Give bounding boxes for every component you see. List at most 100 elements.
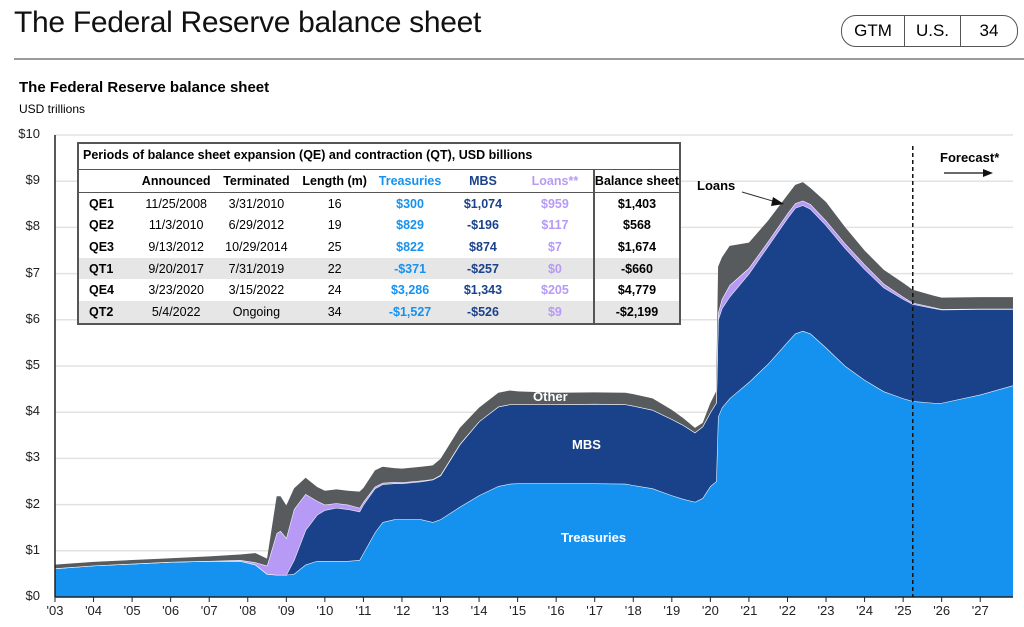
y-tick-label: $9 — [25, 172, 40, 188]
cell-announced: 5/4/2022 — [137, 300, 215, 323]
cell-balance-sheet: $1,674 — [592, 236, 679, 258]
forecast-arrow-head-icon — [983, 169, 993, 177]
cell-length: 16 — [327, 196, 342, 211]
badge-gtm: GTM — [842, 16, 905, 46]
cell-loans: $9 — [516, 300, 594, 323]
cell-balance-sheet: $568 — [592, 214, 679, 237]
col-header-length: Length (m) — [298, 170, 372, 193]
x-tick-label: '16 — [547, 603, 565, 618]
row-label: QT1 — [79, 257, 138, 280]
cell-treasuries: $822 — [396, 239, 424, 254]
cell-announced: 11/25/2008 — [145, 196, 207, 211]
col-header-terminated: Terminated — [214, 170, 299, 193]
x-tick-label: '11 — [355, 603, 372, 618]
cell-mbs: $874 — [469, 239, 497, 254]
area-treasuries — [55, 330, 1013, 597]
y-tick-label: $5 — [25, 357, 40, 372]
page-title: The Federal Reserve balance sheet — [14, 6, 482, 39]
axes — [54, 135, 1013, 602]
y-tick-label: $1 — [25, 541, 40, 557]
cell-balance-sheet: $1,403 — [592, 192, 679, 215]
cell-balance-sheet: -$2,199 — [592, 300, 679, 323]
cell-loans: $7 — [547, 239, 562, 254]
cell-loans: $205 — [541, 283, 569, 298]
page-badge: GTM U.S. 34 — [841, 15, 1018, 47]
y-tick-label: $6 — [25, 310, 40, 326]
table-row: QE4 3/23/2020 3/15/2022 24 $3,286 $1,343 $205 $… — [79, 279, 679, 301]
table-caption: Periods of balance sheet expansion (QE) … — [79, 144, 679, 170]
cell-loans: $959 — [541, 196, 569, 211]
x-tick-label: '20 — [701, 603, 719, 618]
cell-loans: $117 — [541, 218, 569, 233]
table-header-row: Announced Terminated Length (m) Treasuri… — [79, 170, 679, 193]
annotation-other: Other — [533, 389, 568, 404]
col-header-mbs: MBS — [449, 170, 517, 193]
x-tick-label: '23 — [817, 603, 835, 618]
table-row: QE1 11/25/2008 3/31/2010 16 $300 $1,074 $959 $1… — [79, 192, 679, 215]
chart-title: The Federal Reserve balance sheet — [19, 79, 270, 96]
cell-balance-sheet: $4,779 — [592, 279, 679, 301]
qe-qt-table: Periods of balance sheet expansion (QE) … — [77, 142, 681, 325]
x-tick-label: '07 — [200, 603, 218, 618]
x-tick-label: '04 — [85, 603, 103, 618]
badge-page-number: 34 — [979, 21, 999, 40]
cell-treasuries: $3,286 — [390, 283, 430, 298]
x-tick-label: '13 — [432, 603, 449, 618]
table-row: QT1 9/20/2017 7/31/2019 22 -$371 -$257 $0 -$660 — [79, 257, 679, 280]
annotation-mbs: MBS — [572, 437, 601, 452]
x-tick-label: '25 — [894, 603, 912, 618]
x-tick-label: '19 — [663, 603, 681, 618]
x-tick-label: '03 — [46, 603, 64, 618]
cell-terminated: Ongoing — [214, 300, 299, 323]
cell-announced: 3/23/2020 — [148, 283, 204, 298]
cell-terminated: 10/29/2014 — [225, 239, 288, 254]
y-tick-label: $3 — [25, 449, 40, 465]
cell-loans: $0 — [516, 257, 594, 280]
cell-treasuries: $829 — [396, 218, 424, 233]
y-tick-label: $4 — [25, 403, 40, 419]
cell-announced: 9/20/2017 — [137, 257, 215, 280]
area-mbs — [55, 205, 1013, 575]
x-tick-label: '05 — [123, 603, 141, 618]
x-tick-label: '09 — [277, 603, 295, 618]
annotation-treasuries: Treasuries — [561, 530, 627, 545]
cell-terminated: 3/15/2022 — [228, 283, 285, 298]
loans-pointer-arrow-icon — [771, 197, 784, 206]
col-header-announced: Announced — [137, 170, 215, 193]
cell-mbs: -$526 — [449, 300, 517, 323]
x-tick-label: '18 — [624, 603, 642, 618]
cell-mbs: -$257 — [449, 257, 517, 280]
x-tick-label: '06 — [162, 603, 180, 618]
col-header-loans: Loans** — [516, 170, 594, 193]
cell-terminated: 6/29/2012 — [228, 218, 285, 233]
cell-terminated: 3/31/2010 — [228, 196, 285, 211]
cell-length: 34 — [298, 300, 372, 323]
cell-announced: 11/3/2010 — [148, 218, 204, 233]
annotation-forecast: Forecast* — [940, 150, 1000, 165]
x-tick-label: '08 — [239, 603, 257, 618]
row-label: QE1 — [89, 196, 115, 211]
row-label: QE2 — [89, 218, 115, 233]
cell-mbs: $1,343 — [463, 283, 503, 298]
y-tick-label: $2 — [25, 495, 40, 511]
x-tick-label: '21 — [740, 603, 758, 618]
cell-treasuries: $300 — [396, 196, 424, 211]
x-tick-label: '22 — [778, 603, 796, 618]
cell-length: 22 — [298, 257, 372, 280]
y-tick-label: $0 — [25, 588, 40, 603]
chart-overlay — [741, 146, 993, 597]
y-axis-unit-label: USD trillions — [19, 102, 86, 116]
y-tick-label: $8 — [25, 218, 40, 234]
title-divider — [14, 58, 1024, 60]
cell-treasuries: -$371 — [371, 257, 449, 280]
x-tick-label: '12 — [393, 603, 411, 618]
table-row: QE3 9/13/2012 10/29/2014 25 $822 $874 $7 $1,674 — [79, 236, 679, 258]
cell-treasuries: -$1,527 — [371, 300, 449, 323]
cell-length: 24 — [327, 283, 342, 298]
table-row: QT2 5/4/2022 Ongoing 34 -$1,527 -$526 $9 -$2,19… — [79, 300, 679, 323]
cell-mbs: -$196 — [466, 218, 499, 233]
x-tick-label: '10 — [316, 603, 334, 618]
col-header-blank — [79, 170, 138, 193]
row-label: QE3 — [89, 239, 115, 254]
badge-region: U.S. — [905, 16, 961, 46]
